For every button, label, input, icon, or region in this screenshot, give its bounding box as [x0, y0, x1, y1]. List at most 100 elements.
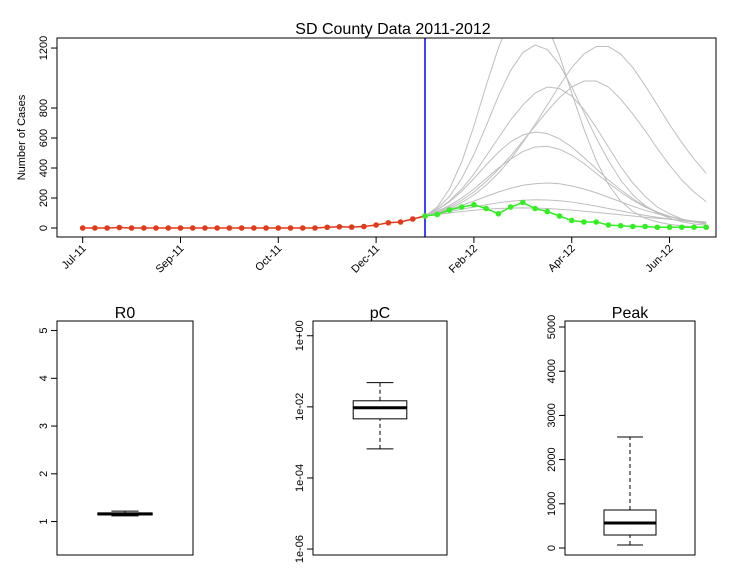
data-point: [385, 219, 392, 226]
y-tick-label: 600: [38, 129, 50, 147]
data-point: [703, 224, 710, 231]
data-point: [238, 225, 245, 231]
data-point: [581, 219, 587, 225]
data-point: [397, 219, 404, 225]
y-tick-label: 200: [38, 189, 50, 207]
y-tick-label: 1e+00: [294, 320, 306, 351]
data-point: [312, 225, 318, 231]
y-tick-label: 5000: [546, 315, 558, 339]
data-point: [617, 222, 624, 229]
data-point: [654, 224, 661, 231]
data-point: [458, 204, 465, 210]
y-tick-label: 4000: [546, 359, 558, 383]
data-point: [104, 225, 110, 231]
data-point: [275, 225, 282, 231]
data-point: [691, 224, 697, 231]
plot-frame: [56, 37, 717, 238]
simulation-curve: [424, 44, 707, 226]
plot-frame: [56, 320, 194, 556]
y-tick-label: 5: [38, 327, 50, 333]
plot-frame: [564, 320, 696, 556]
x-tick-label: Sep-11: [154, 243, 187, 276]
chart-title: R0: [115, 305, 136, 322]
x-tick-label: Jun-12: [643, 243, 675, 275]
data-point: [630, 223, 636, 230]
data-point: [348, 224, 355, 230]
y-tick-label: 1e-04: [294, 464, 306, 492]
data-point: [165, 225, 172, 231]
simulation-curve: [424, 131, 707, 225]
data-point: [507, 204, 514, 210]
data-point: [471, 201, 477, 208]
data-point: [336, 224, 343, 230]
data-point: [214, 225, 220, 231]
y-tick-label: 400: [38, 159, 50, 177]
data-point: [324, 224, 331, 231]
data-point: [544, 208, 551, 215]
y-tick-label: 3000: [546, 403, 558, 427]
simulation-curve: [424, 80, 707, 217]
data-point: [287, 225, 294, 231]
data-point: [189, 225, 196, 231]
x-tick-label: Feb-12: [447, 243, 480, 276]
y-tick-label: 2: [38, 471, 50, 477]
plot-area: [424, 38, 707, 228]
y-tick-label: 1200: [38, 36, 50, 60]
data-point: [495, 210, 502, 217]
data-point: [666, 224, 673, 231]
simulation-curve: [424, 46, 707, 217]
data-point: [409, 216, 416, 222]
data-point: [642, 223, 648, 230]
y-tick-label: 2000: [546, 447, 558, 471]
data-point: [556, 213, 563, 219]
x-tick-label: Apr-12: [546, 243, 578, 275]
data-point: [299, 225, 306, 231]
data-point: [434, 211, 441, 218]
x-tick-label: Dec-11: [349, 243, 382, 276]
y-tick-label: 1: [38, 519, 50, 525]
data-point: [568, 217, 575, 224]
y-tick-label: 3: [38, 423, 50, 429]
y-tick-label: 0: [546, 545, 558, 551]
chart-title: pC: [370, 305, 390, 322]
plot-frame: [312, 320, 448, 556]
data-point: [483, 205, 489, 212]
chart-title: Peak: [612, 305, 649, 322]
data-point: [532, 205, 538, 212]
simulation-curve: [424, 207, 707, 223]
simulation-curve: [424, 199, 707, 224]
data-point: [373, 222, 379, 228]
y-axis-label: Number of Cases: [16, 94, 28, 180]
chart-title: SD County Data 2011-2012: [295, 21, 490, 38]
data-point: [226, 225, 233, 231]
data-point: [520, 199, 526, 206]
data-point: [153, 225, 159, 231]
data-point: [202, 225, 208, 231]
data-point: [605, 222, 612, 228]
data-point: [116, 224, 123, 231]
data-point: [141, 225, 147, 231]
data-point: [177, 225, 184, 231]
simulation-curve: [424, 38, 707, 228]
data-point: [593, 219, 599, 225]
simulation-curve: [424, 182, 707, 224]
data-point: [422, 213, 428, 219]
data-point: [251, 225, 257, 231]
data-point: [128, 225, 135, 231]
x-tick-label: Oct-11: [253, 243, 284, 274]
box: [352, 400, 408, 420]
data-point: [678, 224, 685, 231]
y-tick-label: 1e-02: [294, 393, 306, 421]
x-tick-label: Jul-11: [60, 243, 89, 272]
y-tick-label: 4: [38, 375, 50, 381]
data-point: [361, 223, 367, 230]
y-tick-label: 800: [38, 99, 50, 117]
y-tick-label: 1e-06: [294, 535, 306, 563]
data-point: [92, 225, 98, 231]
data-point: [79, 225, 86, 231]
data-point: [263, 225, 269, 231]
y-tick-label: 0: [38, 225, 50, 231]
y-tick-label: 1000: [546, 492, 558, 516]
data-point: [446, 207, 453, 213]
